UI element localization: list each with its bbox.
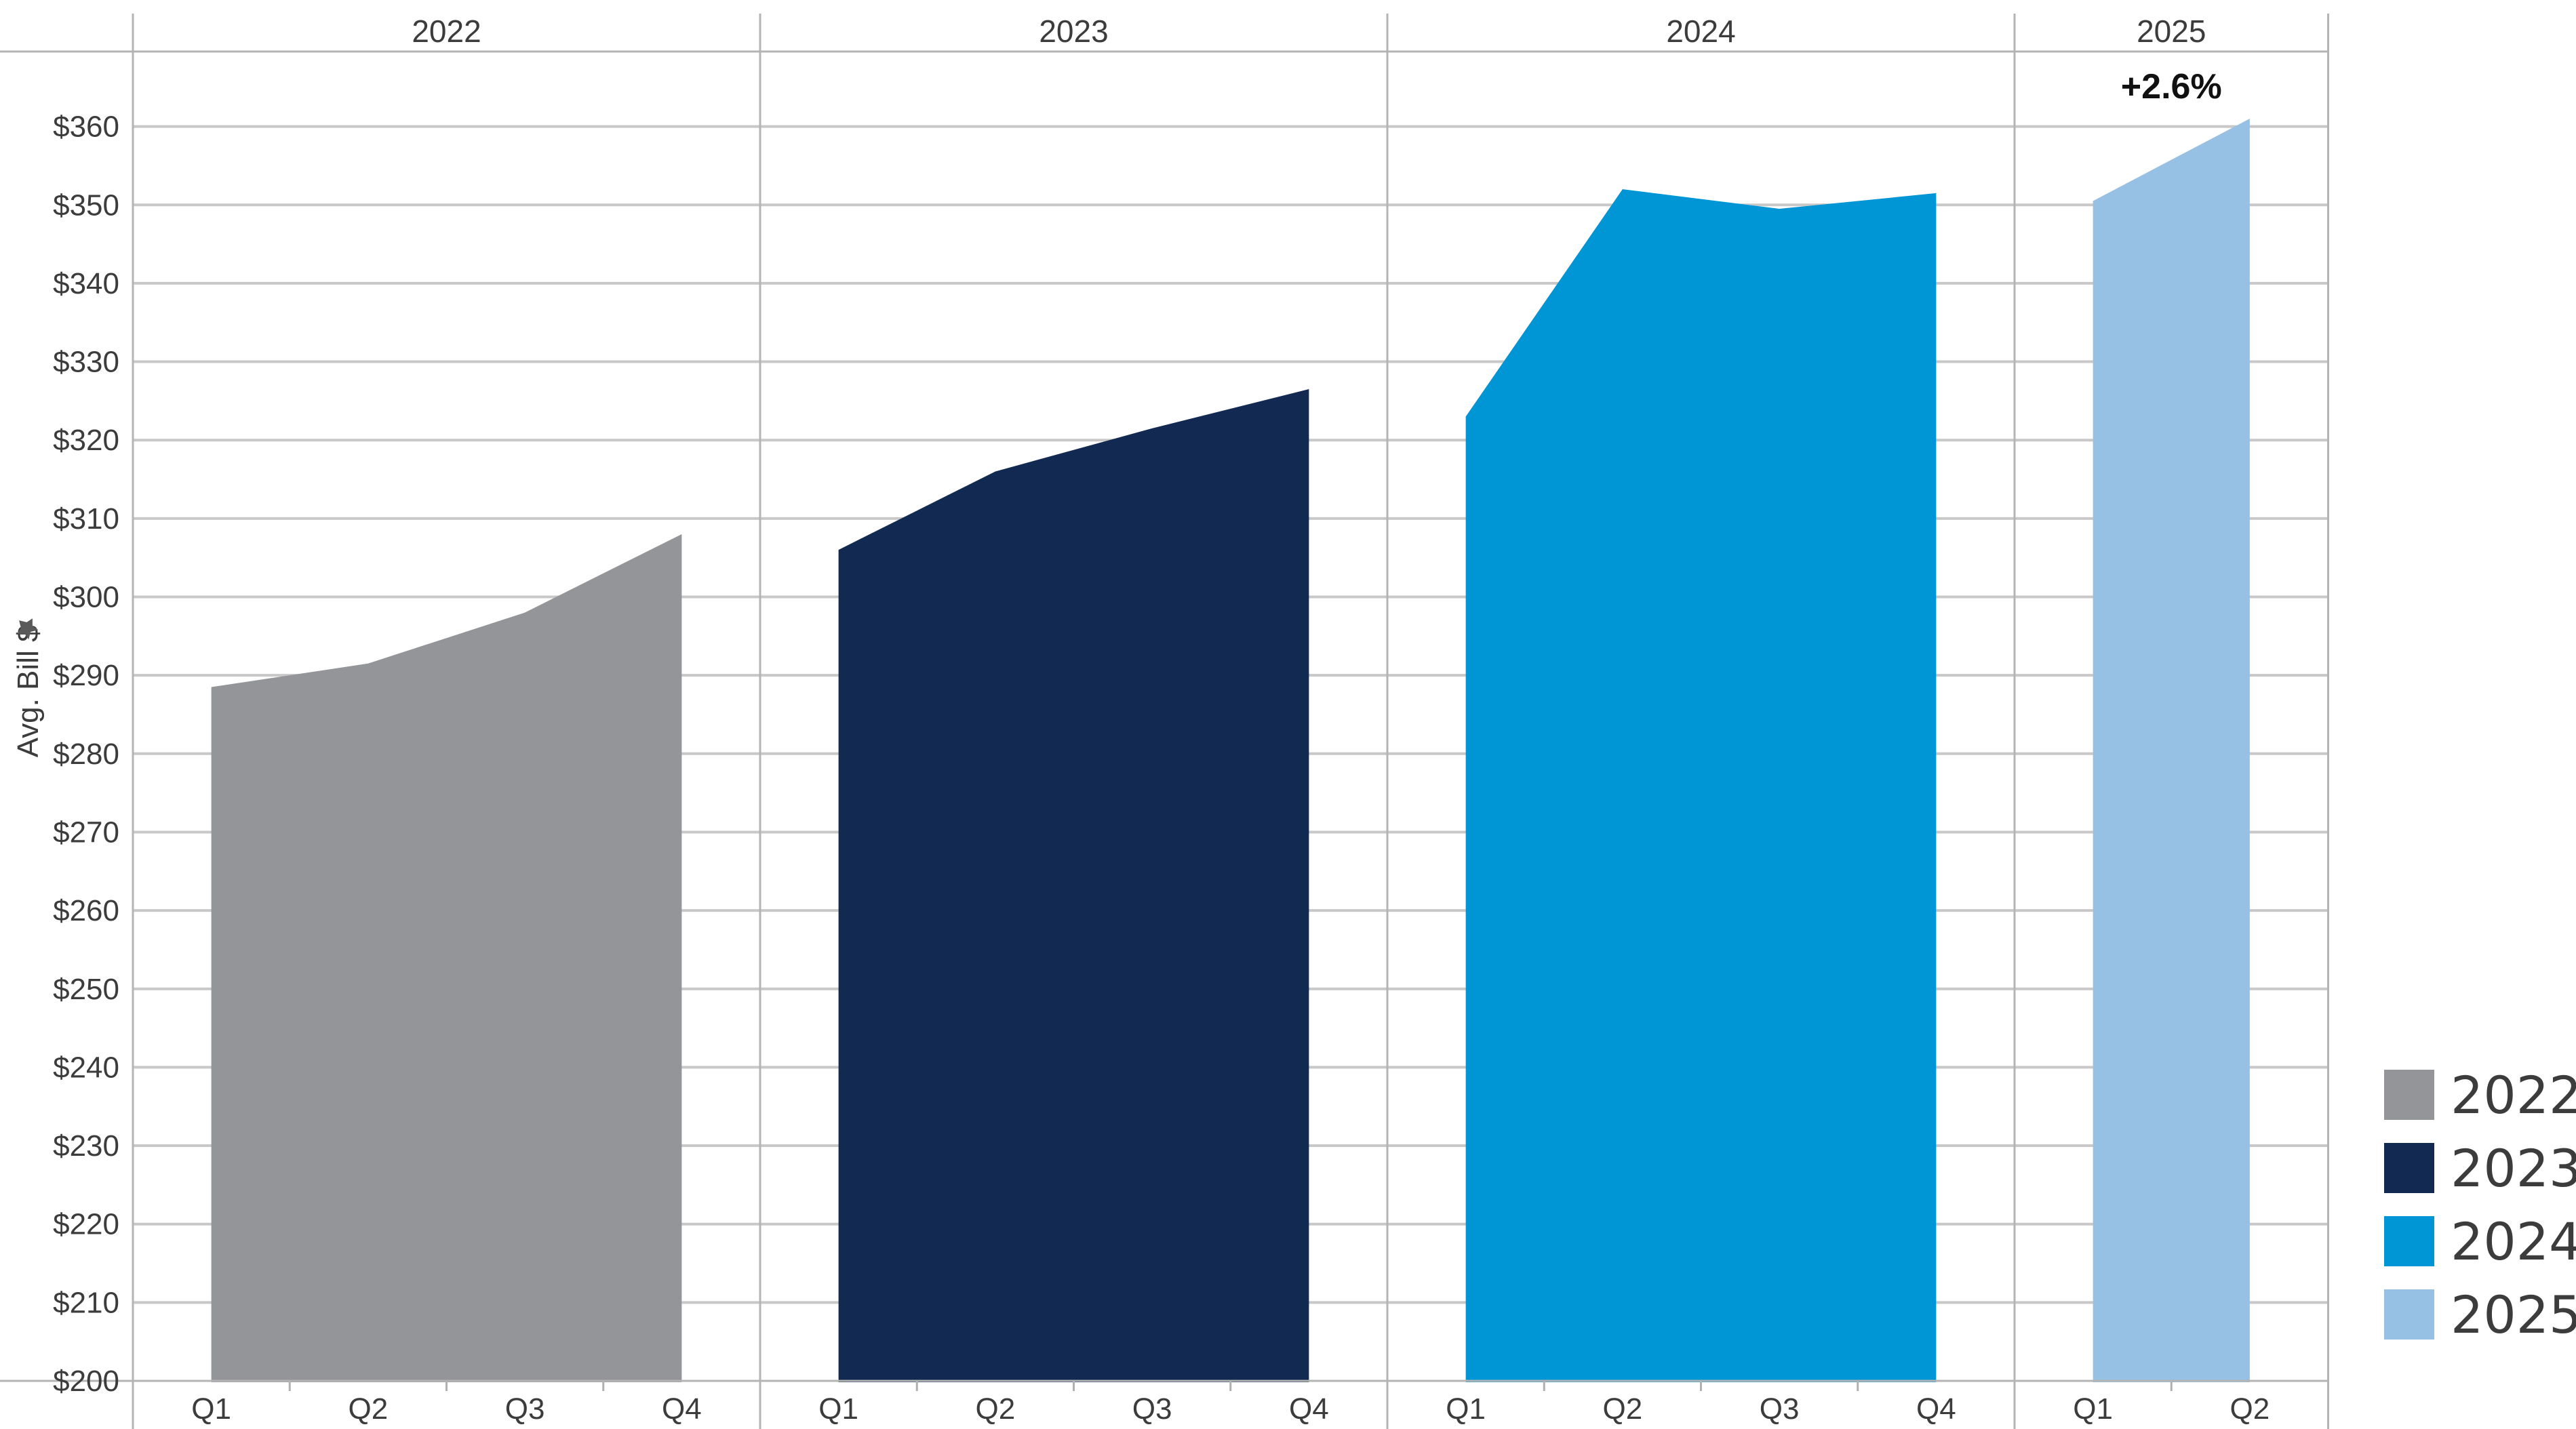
area-2022 (211, 534, 682, 1382)
y-tick-label: $210 (53, 1286, 119, 1319)
year-header-2023: 2023 (1039, 14, 1108, 49)
legend-label-2023: 2023 (2451, 1138, 2576, 1199)
y-tick-label: $350 (53, 188, 119, 222)
x-tick-label: Q2 (976, 1392, 1016, 1426)
year-header-2022: 2022 (412, 14, 481, 49)
x-tick-label: Q4 (1916, 1392, 1956, 1426)
legend: 2022 2023 2024 2025 (2384, 1065, 2576, 1345)
y-tick-label: $320 (53, 424, 119, 457)
y-tick-label: $300 (53, 581, 119, 614)
area-2023 (838, 389, 1309, 1382)
year-header-2025: 2025 (2137, 14, 2206, 49)
legend-label-2024: 2024 (2451, 1211, 2576, 1272)
y-tick-label: $230 (53, 1129, 119, 1163)
y-axis-label: Avg. Bill $ (12, 626, 45, 758)
y-tick-label: $280 (53, 738, 119, 771)
x-tick-label: Q4 (662, 1392, 702, 1426)
y-tick-label: $310 (53, 502, 119, 536)
x-tick-label: Q2 (1603, 1392, 1643, 1426)
x-axis-labels: Q1 Q2 Q3 Q4 Q1 Q2 Q3 Q4 Q1 Q2 Q3 Q4 Q1 Q2 (191, 1392, 2270, 1426)
year-header-2024: 2024 (1666, 14, 1735, 49)
y-tick-label: $220 (53, 1208, 119, 1241)
panel-frame (0, 14, 2329, 1429)
legend-swatch-2024 (2384, 1216, 2434, 1266)
x-tick-label: Q3 (1132, 1392, 1172, 1426)
y-tick-label: $340 (53, 267, 119, 300)
x-tick-label: Q1 (818, 1392, 858, 1426)
x-tick-label: Q2 (2230, 1392, 2270, 1426)
area-2024 (1465, 189, 1937, 1382)
pin-shape (17, 618, 39, 640)
y-tick-label: $360 (53, 110, 119, 144)
legend-label-2025: 2025 (2451, 1285, 2576, 1345)
y-tick-label: $290 (53, 659, 119, 692)
x-tick-label: Q1 (2073, 1392, 2113, 1426)
y-tick-label: $260 (53, 894, 119, 927)
legend-swatch-2025 (2384, 1289, 2434, 1340)
legend-swatch-2022 (2384, 1070, 2434, 1120)
x-tick-label: Q1 (191, 1392, 231, 1426)
x-tick-label: Q3 (505, 1392, 545, 1426)
legend-swatch-2023 (2384, 1143, 2434, 1193)
y-tick-label: $270 (53, 816, 119, 849)
y-tick-label: $330 (53, 346, 119, 379)
y-axis-ticks: $200 $210 $220 $230 $240 $250 $260 $270 $280 $290… (53, 110, 119, 1398)
y-tick-label: $250 (53, 973, 119, 1006)
area-2025 (2093, 119, 2250, 1382)
change-annotation: +2.6% (2121, 67, 2222, 106)
legend-label-2022: 2022 (2451, 1065, 2576, 1125)
pin-icon (17, 618, 39, 640)
y-tick-label: $200 (53, 1365, 119, 1398)
y-tick-label: $240 (53, 1051, 119, 1084)
x-tick-label: Q1 (1446, 1392, 1486, 1426)
x-tick-label: Q3 (1760, 1392, 1800, 1426)
x-tick-label: Q2 (349, 1392, 389, 1426)
x-tick-label: Q4 (1289, 1392, 1329, 1426)
series-areas (211, 119, 2250, 1382)
year-headers: 2022 2023 2024 2025 (412, 14, 2206, 49)
